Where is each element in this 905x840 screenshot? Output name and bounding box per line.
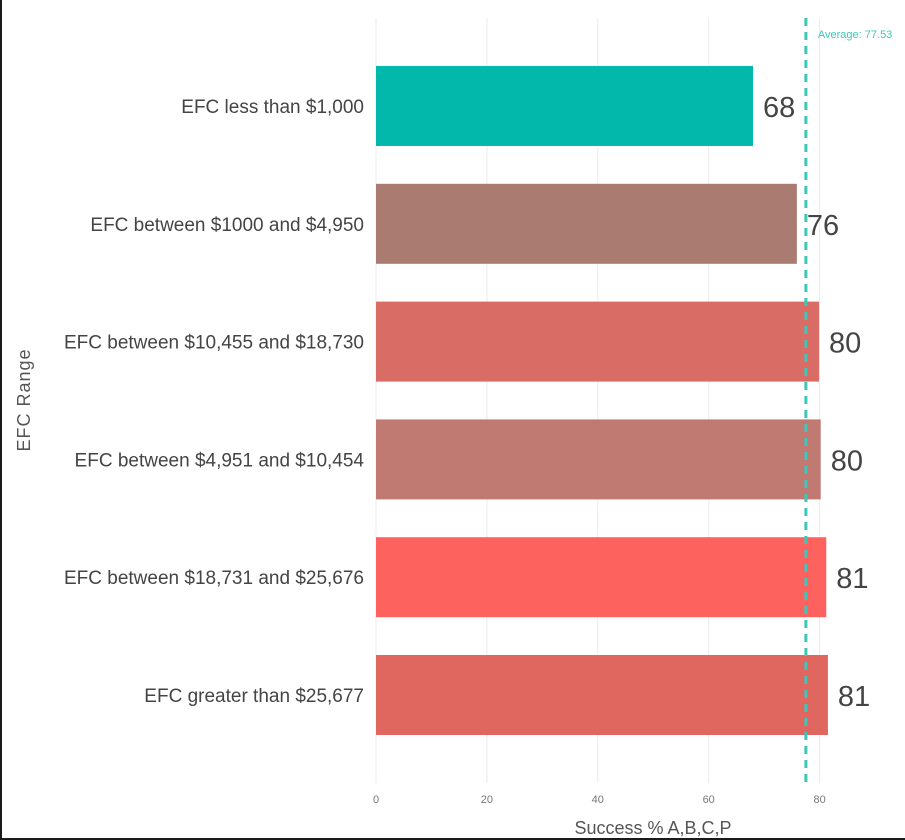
average-label: Average: 77.53 [818,29,892,41]
x-tick-label: 0 [373,794,379,806]
data-label: 80 [831,445,863,477]
x-tick-label: 60 [703,794,715,806]
bar[interactable] [376,183,797,264]
data-label: 76 [807,210,839,242]
category-label: EFC between $1000 and $4,950 [90,215,364,236]
category-label: EFC between $10,455 and $18,730 [64,333,364,354]
data-label: 81 [838,681,870,713]
bars [376,66,828,735]
bar[interactable] [376,66,754,146]
bar[interactable] [376,655,828,735]
category-label: EFC greater than $25,677 [144,686,364,707]
x-tick-label: 80 [813,794,825,806]
data-label: 81 [836,563,868,595]
category-label: EFC less than $1,000 [181,97,364,118]
x-tick-label: 40 [592,794,604,806]
x-tick-label: 20 [481,794,493,806]
labels: 0 20 40 60 80 EFC less than $1,000 68 EFC betwe… [64,29,892,806]
data-label: 68 [763,92,795,124]
category-label: EFC between $18,731 and $25,676 [64,568,364,589]
bar[interactable] [376,301,820,382]
bar[interactable] [376,537,827,618]
x-axis-title: Success % A,B,C,P [574,818,731,838]
y-axis-title: EFC Range [14,348,34,451]
category-label: EFC between $4,951 and $10,454 [75,450,365,471]
bar[interactable] [376,419,821,500]
data-label: 80 [829,328,861,360]
